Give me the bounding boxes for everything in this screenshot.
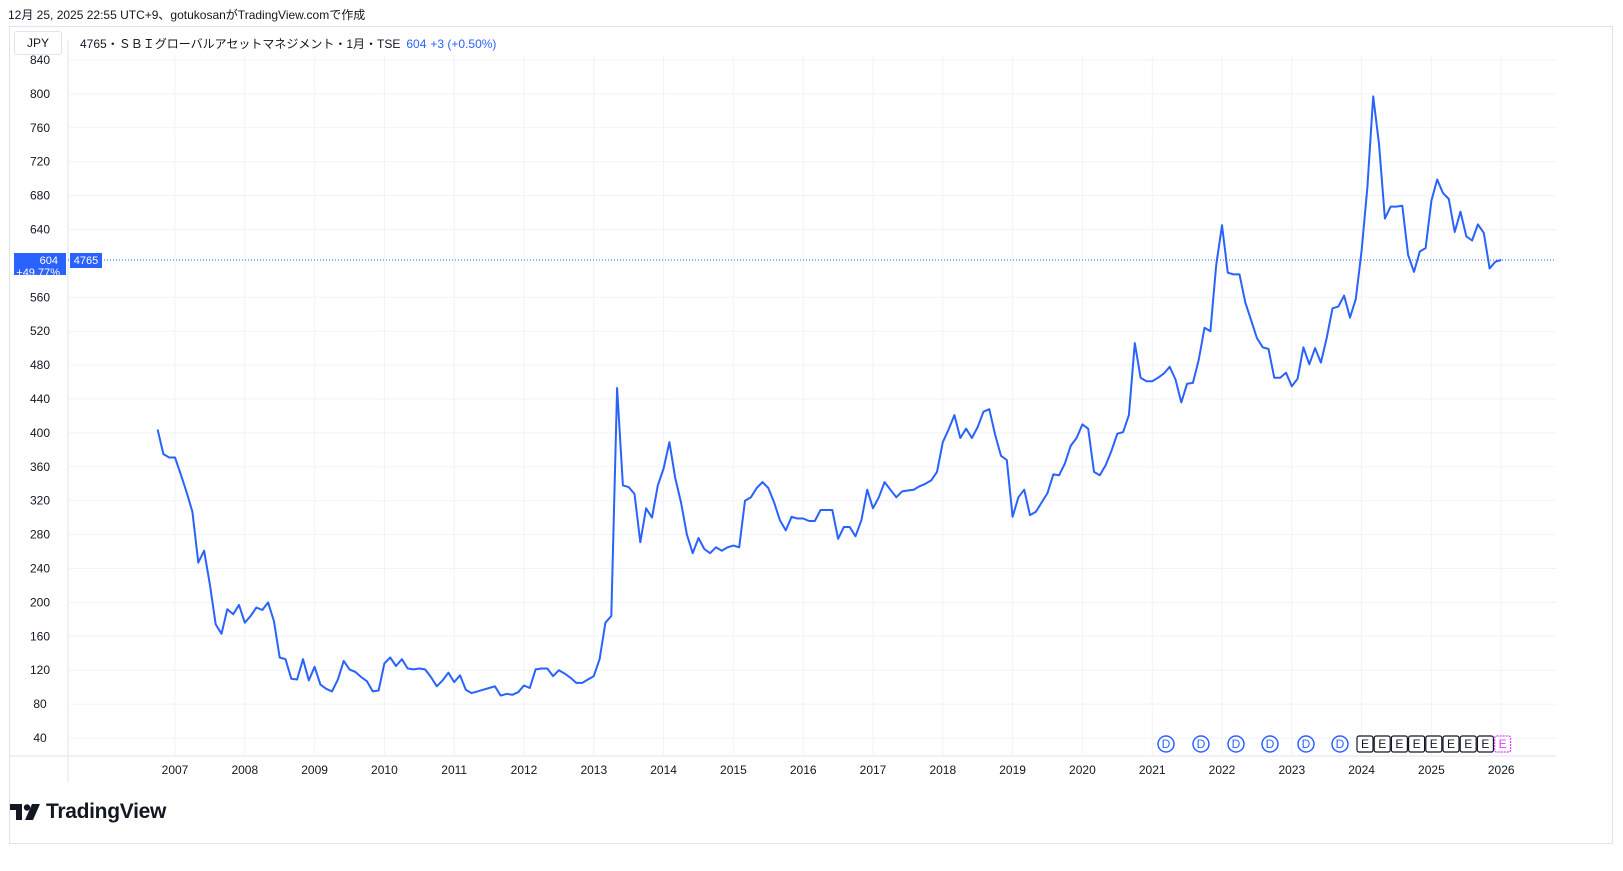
x-tick-label: 2017 <box>860 763 887 777</box>
dividend-marker-label: D <box>1232 737 1241 751</box>
dividend-marker[interactable] <box>1297 735 1315 753</box>
symbol-tag-label: 4765 <box>74 255 98 267</box>
earnings-marker-label: E <box>1378 737 1386 751</box>
y-tick-label: 760 <box>30 121 50 135</box>
y-tick-label: 640 <box>30 223 50 237</box>
earnings-marker[interactable] <box>1476 735 1495 753</box>
earnings-marker-label: E <box>1447 737 1455 751</box>
y-tick-label: 680 <box>30 189 50 203</box>
earnings-marker-label: E <box>1413 737 1421 751</box>
earnings-marker[interactable] <box>1390 735 1409 753</box>
last-price-tag <box>14 253 66 276</box>
x-tick-label: 2012 <box>511 763 538 777</box>
x-tick-label: 2016 <box>790 763 817 777</box>
symbol-legend: 4765・ＳＢＩグローバルアセットマネジメント・1月・TSE 604 +3 (+0.… <box>80 35 496 52</box>
chart-caption: 12月 25, 2025 22:55 UTC+9、gotukosanがTradi… <box>8 8 366 22</box>
y-tick-label: 360 <box>30 460 50 474</box>
dividend-marker[interactable] <box>1192 735 1210 753</box>
y-tick-label: 200 <box>30 595 50 609</box>
legend-change: +3 (+0.50%) <box>430 37 497 51</box>
earnings-marker[interactable] <box>1407 735 1426 753</box>
x-tick-label: 2025 <box>1418 763 1445 777</box>
x-tick-label: 2007 <box>162 763 189 777</box>
last-price-value: 604 <box>40 255 58 267</box>
tradingview-logo-icon <box>10 804 40 820</box>
x-tick-label: 2008 <box>231 763 258 777</box>
x-tick-label: 2020 <box>1069 763 1096 777</box>
currency-button[interactable]: JPY <box>14 31 62 55</box>
legend-price: 604 <box>406 37 427 51</box>
y-tick-label: 480 <box>30 358 50 372</box>
y-tick-label: 240 <box>30 562 50 576</box>
earnings-marker-label: E <box>1481 737 1489 751</box>
dividend-marker[interactable] <box>1331 735 1349 753</box>
earnings-marker[interactable] <box>1442 735 1460 753</box>
x-tick-label: 2013 <box>580 763 607 777</box>
x-tick-label: 2014 <box>650 763 677 777</box>
earnings-marker-label: E <box>1361 737 1369 751</box>
symbol-tag <box>70 253 102 269</box>
dividend-marker-label: D <box>1266 737 1275 751</box>
x-tick-label: 2018 <box>929 763 956 777</box>
x-tick-label: 2026 <box>1488 763 1515 777</box>
earnings-marker-label: E <box>1464 737 1472 751</box>
dividend-marker[interactable] <box>1227 735 1245 753</box>
dividend-marker[interactable] <box>1157 735 1175 753</box>
x-tick-label: 2011 <box>441 763 467 777</box>
y-tick-label: 400 <box>30 426 50 440</box>
earnings-marker-label: E <box>1395 737 1403 751</box>
x-tick-label: 2022 <box>1209 763 1236 777</box>
brand-name: TradingView <box>46 800 167 823</box>
x-tick-label: 2015 <box>720 763 747 777</box>
legend-title: 4765・ＳＢＩグローバルアセットマネジメント・1月・TSE <box>80 37 401 51</box>
y-tick-label: 160 <box>30 629 50 643</box>
x-tick-label: 2023 <box>1278 763 1305 777</box>
dividend-marker-label: D <box>1336 737 1345 751</box>
x-tick-label: 2024 <box>1348 763 1375 777</box>
earnings-marker[interactable] <box>1373 735 1391 753</box>
y-tick-label: 440 <box>30 392 50 406</box>
y-tick-label: 280 <box>30 528 50 542</box>
earnings-marker-label: E <box>1430 737 1438 751</box>
y-tick-label: 720 <box>30 155 50 169</box>
y-tick-label: 520 <box>30 324 50 338</box>
dividend-marker[interactable] <box>1261 735 1279 753</box>
chart-panel[interactable] <box>9 26 1613 844</box>
earnings-marker[interactable] <box>1459 735 1477 753</box>
x-tick-label: 2010 <box>371 763 398 777</box>
dividend-marker-label: D <box>1197 737 1206 751</box>
dividend-marker-label: D <box>1162 737 1171 751</box>
x-tick-label: 2021 <box>1139 763 1166 777</box>
earnings-marker[interactable] <box>1356 735 1374 753</box>
y-tick-label: 40 <box>33 731 47 745</box>
y-tick-label: 120 <box>30 663 50 677</box>
dividend-marker-label: D <box>1302 737 1311 751</box>
x-tick-label: 2009 <box>301 763 328 777</box>
y-tick-label: 80 <box>33 697 47 711</box>
y-tick-label: 800 <box>30 87 50 101</box>
last-price-percent: +49.77% <box>16 267 60 279</box>
y-tick-label: 320 <box>30 494 50 508</box>
x-tick-label: 2019 <box>999 763 1026 777</box>
upcoming-earnings-marker-label: E <box>1499 737 1507 751</box>
y-tick-label: 560 <box>30 290 50 304</box>
tradingview-logo[interactable]: TradingView <box>10 800 166 824</box>
y-tick-label: 840 <box>30 53 50 67</box>
upcoming-earnings-marker[interactable] <box>1493 735 1512 753</box>
earnings-marker[interactable] <box>1425 735 1443 753</box>
price-line[interactable] <box>156 95 1502 697</box>
